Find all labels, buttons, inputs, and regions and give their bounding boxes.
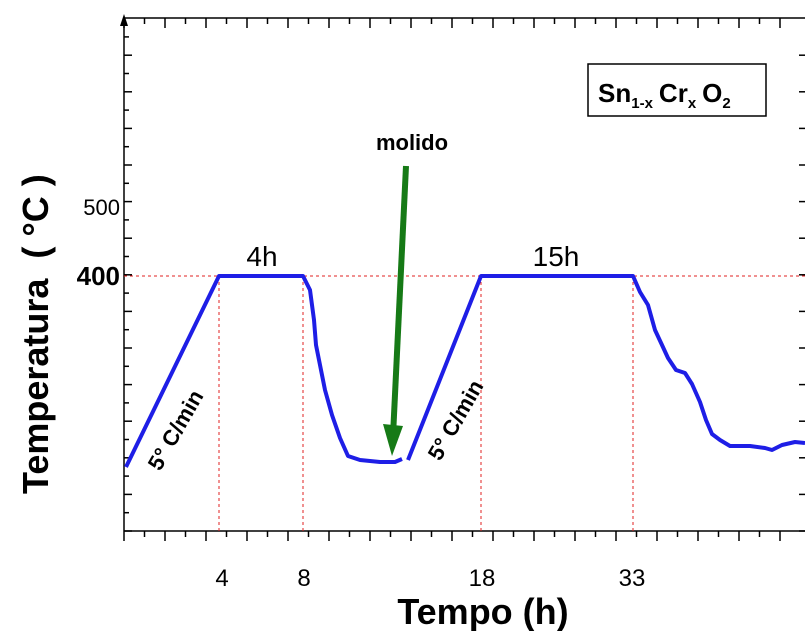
arrow-head-icon: [383, 424, 403, 456]
curve-segment-2: [406, 274, 805, 461]
x-top-ticks: [123, 18, 781, 28]
ramp-label-2: 5° C/min: [423, 376, 489, 465]
temperature-curve: [124, 274, 805, 468]
y-ticks: [124, 36, 132, 532]
hold-label-15h: 15h: [533, 241, 580, 272]
y-axis-title: Temperatura ( °C ): [15, 174, 56, 494]
x-tick-label-8: 8: [297, 565, 310, 592]
y-tick-label-500: 500: [83, 195, 120, 220]
right-ticks: [799, 54, 805, 532]
y-tick-label-400: 400: [77, 261, 120, 291]
arrow-shaft: [390, 165, 409, 437]
legend-box: [587, 63, 767, 117]
guide-lines: [124, 275, 805, 531]
legend-sub2: x: [688, 95, 697, 112]
legend-sub1: 1-x: [631, 95, 653, 112]
curve-segment-1: [124, 274, 403, 468]
legend-el3: O: [702, 78, 722, 108]
legend-el2: Cr: [659, 78, 688, 108]
x-tick-label-4: 4: [215, 565, 228, 592]
legend-el1: Sn: [598, 78, 631, 108]
y-axis-title-unit: ( °C ): [15, 174, 56, 258]
x-ticks: [123, 531, 781, 541]
ramp-label-1: 5° C/min: [143, 386, 209, 475]
x-axis-title: Tempo (h): [397, 591, 568, 631]
legend-sub3: 2: [722, 95, 730, 112]
arrow-label: molido: [376, 130, 448, 155]
x-tick-label-18: 18: [469, 565, 496, 592]
hold-label-4h: 4h: [246, 241, 277, 272]
x-tick-label-33: 33: [619, 565, 646, 592]
legend-formula: Sn1-x Crx O2: [598, 78, 731, 112]
y-axis-title-main: Temperatura: [15, 278, 56, 494]
